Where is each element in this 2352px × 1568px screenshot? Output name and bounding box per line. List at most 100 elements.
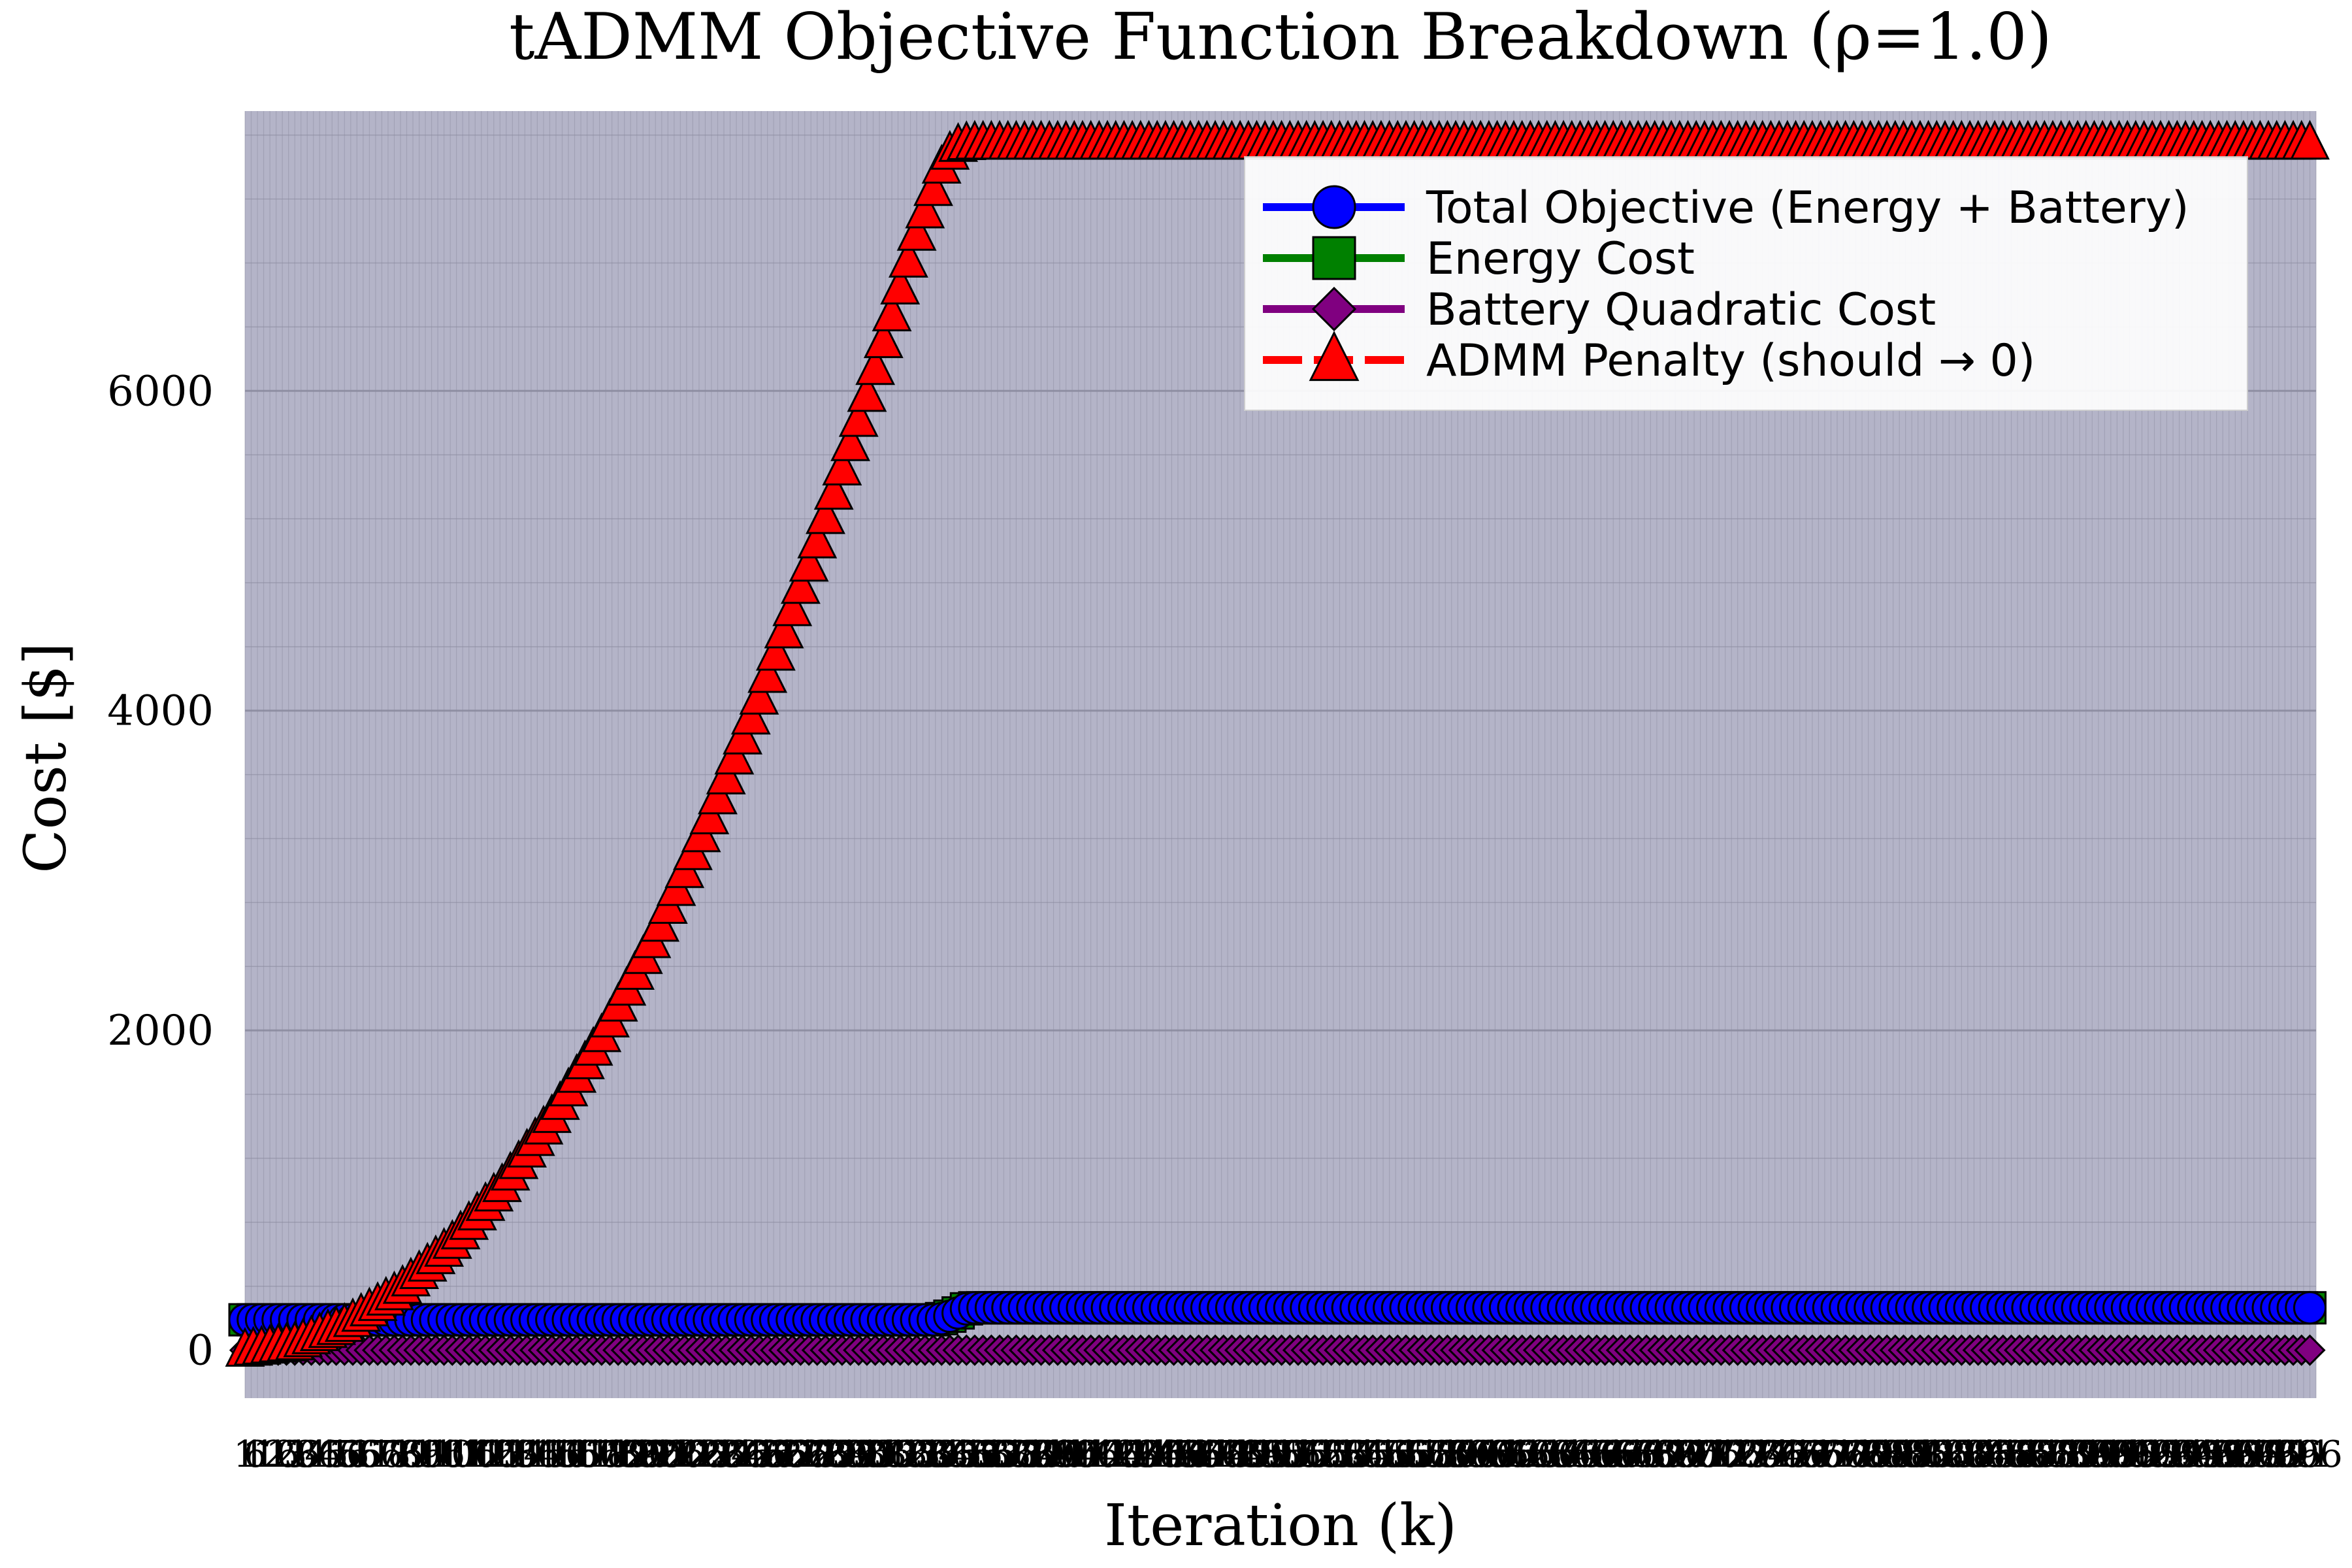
x-tick-label: 536 bbox=[1319, 1433, 1389, 1476]
legend-marker bbox=[1311, 286, 1357, 332]
x-tick-label: 581 bbox=[1413, 1433, 1482, 1476]
x-tick-label: 686 bbox=[1630, 1433, 1700, 1476]
x-tick-label: 236 bbox=[697, 1433, 767, 1476]
x-tick-label: 616 bbox=[1485, 1433, 1555, 1476]
data-point bbox=[706, 755, 746, 794]
x-tick-label: 866 bbox=[2003, 1433, 2073, 1476]
legend-box bbox=[1244, 156, 2248, 411]
x-tick-label: 906 bbox=[2086, 1433, 2156, 1476]
x-tick-label: 191 bbox=[604, 1433, 674, 1476]
x-tick-label: 396 bbox=[1029, 1433, 1099, 1476]
x-tick-label: 951 bbox=[2180, 1433, 2249, 1476]
x-tick-label: 46 bbox=[315, 1433, 361, 1476]
x-tick-label: 356 bbox=[946, 1433, 1016, 1476]
x-tick-label: 596 bbox=[1444, 1433, 1514, 1476]
x-tick-label: 696 bbox=[1651, 1433, 1721, 1476]
data-point bbox=[905, 188, 945, 229]
x-tick-label: 431 bbox=[1102, 1433, 1171, 1476]
x-tick-label: 381 bbox=[998, 1433, 1068, 1476]
x-tick-label: 821 bbox=[1910, 1433, 1980, 1476]
x-tick-label: 921 bbox=[2117, 1433, 2187, 1476]
data-point bbox=[789, 542, 829, 582]
x-tick-label: 521 bbox=[1288, 1433, 1358, 1476]
x-tick-label: 876 bbox=[2024, 1433, 2094, 1476]
x-tick-label: 801 bbox=[1869, 1433, 1938, 1476]
x-tick-label: 736 bbox=[1734, 1433, 1804, 1476]
data-point bbox=[689, 794, 730, 834]
x-tick-label: 796 bbox=[1858, 1433, 1928, 1476]
x-tick-label: 176 bbox=[573, 1433, 643, 1476]
x-tick-label: 81 bbox=[387, 1433, 434, 1476]
x-tick-label: 86 bbox=[398, 1433, 444, 1476]
x-tick-label: 541 bbox=[1330, 1433, 1399, 1476]
legend: Total Objective (Energy + Battery)Energy… bbox=[1244, 156, 2248, 411]
x-tick-label: 661 bbox=[1578, 1433, 1648, 1476]
x-tick-label: 406 bbox=[1050, 1433, 1120, 1476]
x-tick-label: 811 bbox=[1889, 1433, 1959, 1476]
x-tick-label: 456 bbox=[1153, 1433, 1223, 1476]
data-point bbox=[822, 446, 862, 485]
x-tick-label: 151 bbox=[521, 1433, 591, 1476]
x-tick-label: 561 bbox=[1371, 1433, 1441, 1476]
x-tick-label: 671 bbox=[1599, 1433, 1669, 1476]
x-tick-label: 21 bbox=[263, 1433, 310, 1476]
x-tick-label: 216 bbox=[656, 1433, 726, 1476]
x-tick-label: 276 bbox=[780, 1433, 850, 1476]
x-tick-label: 786 bbox=[1837, 1433, 1907, 1476]
x-axis-label: Iteration (k) bbox=[1104, 1492, 1457, 1559]
data-point bbox=[838, 397, 879, 437]
x-tick-label: 316 bbox=[863, 1433, 933, 1476]
x-tick-label: 721 bbox=[1703, 1433, 1772, 1476]
x-tick-label: 121 bbox=[459, 1433, 529, 1476]
x-tick-label: 231 bbox=[687, 1433, 757, 1476]
legend-entry: Battery Quadratic Cost bbox=[1263, 284, 1936, 336]
x-tick-label: 326 bbox=[884, 1433, 954, 1476]
data-point bbox=[813, 470, 854, 510]
x-tick-label: 206 bbox=[635, 1433, 705, 1476]
x-tick-label: 556 bbox=[1361, 1433, 1431, 1476]
x-tick-label: 551 bbox=[1350, 1433, 1420, 1476]
x-tick-label: 336 bbox=[905, 1433, 975, 1476]
data-point bbox=[723, 714, 762, 755]
y-axis-label: Cost [$] bbox=[12, 642, 79, 873]
chart-title: tADMM Objective Function Breakdown (ρ=1.… bbox=[509, 0, 2052, 74]
x-tick-label: 311 bbox=[853, 1433, 923, 1476]
x-tick-label: 771 bbox=[1806, 1433, 1876, 1476]
x-tick-label: 391 bbox=[1019, 1433, 1088, 1476]
x-tick-label: 1 bbox=[233, 1433, 257, 1476]
x-tick-label: 246 bbox=[718, 1433, 788, 1476]
x-tick-label: 486 bbox=[1216, 1433, 1286, 1476]
x-tick-label: 636 bbox=[1527, 1433, 1597, 1476]
x-tick-label: 261 bbox=[749, 1433, 819, 1476]
x-tick-label: 101 bbox=[417, 1433, 487, 1476]
x-tick-label: 131 bbox=[480, 1433, 549, 1476]
x-tick-label: 706 bbox=[1672, 1433, 1742, 1476]
x-tick-label: 41 bbox=[304, 1433, 351, 1476]
data-point bbox=[2293, 1291, 2327, 1325]
x-tick-label: 841 bbox=[1952, 1433, 2021, 1476]
x-tick-label: 966 bbox=[2211, 1433, 2281, 1476]
x-tick-label: 436 bbox=[1112, 1433, 1182, 1476]
x-tick-label: 916 bbox=[2107, 1433, 2177, 1476]
x-tick-label: 156 bbox=[531, 1433, 601, 1476]
data-point bbox=[747, 653, 788, 693]
x-tick-label: 861 bbox=[1993, 1433, 2063, 1476]
x-tick-label: 971 bbox=[2221, 1433, 2291, 1476]
x-tick-label: 401 bbox=[1039, 1433, 1109, 1476]
data-point bbox=[780, 564, 821, 604]
legend-label: Battery Quadratic Cost bbox=[1426, 284, 1936, 336]
legend-entry: ADMM Penalty (should → 0) bbox=[1263, 331, 2035, 387]
x-tick-label: 851 bbox=[1972, 1433, 2042, 1476]
x-tick-label: 346 bbox=[925, 1433, 995, 1476]
x-tick-label: 306 bbox=[842, 1433, 912, 1476]
x-tick-label: 16 bbox=[253, 1433, 299, 1476]
data-point bbox=[847, 372, 887, 412]
data-point bbox=[2294, 1334, 2326, 1366]
x-tick-label: 611 bbox=[1475, 1433, 1544, 1476]
data-point bbox=[764, 608, 804, 649]
x-tick-label: 6 bbox=[244, 1433, 267, 1476]
data-point bbox=[2290, 120, 2330, 160]
data-point bbox=[806, 494, 845, 534]
x-tick-label: 91 bbox=[408, 1433, 455, 1476]
